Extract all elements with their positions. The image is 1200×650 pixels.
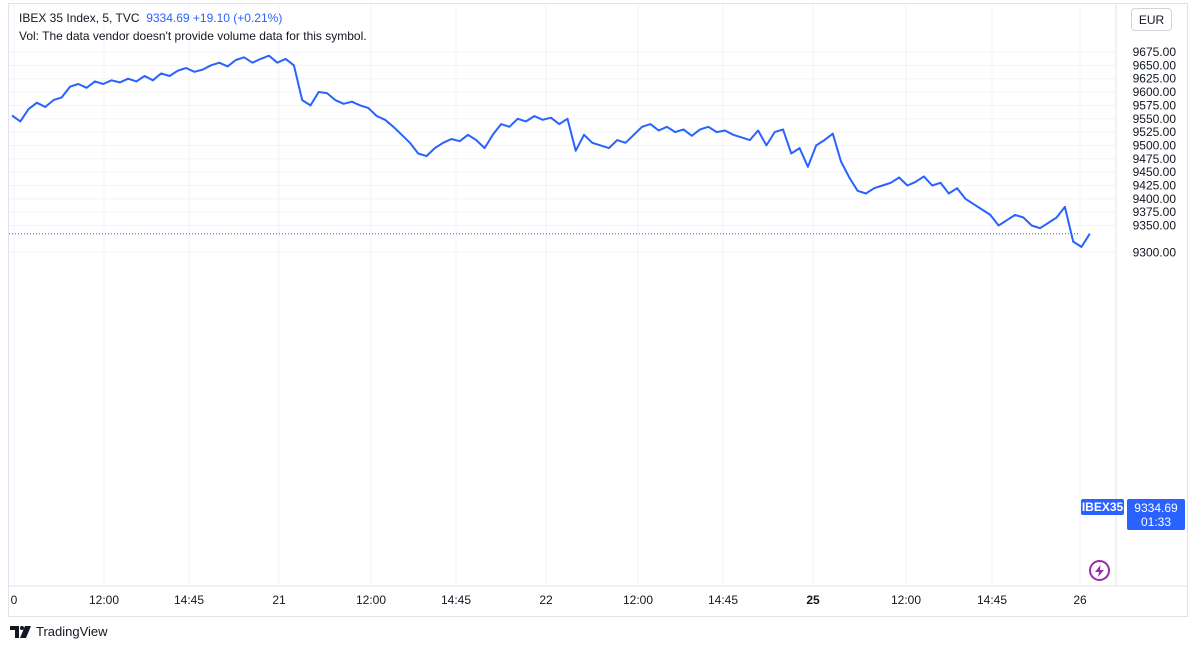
price-axis-tick: 9525.00 [1133,125,1177,139]
price-axis-tick: 9475.00 [1133,152,1177,166]
time-axis-labels: 0 12:00 14:45 21 12:00 14:45 22 12:00 14:45 25 12:… [11,593,1087,607]
price-axis-tick: 9300.00 [1133,245,1177,259]
price-axis-tick: 9375.00 [1133,205,1177,219]
price-axis-tick: 9550.00 [1133,112,1177,126]
price-axis-tick: 9575.00 [1133,98,1177,112]
logo-text: TradingView [36,624,108,639]
alert-bolt-button[interactable] [1089,560,1110,581]
time-axis-tick: 14:45 [174,593,204,607]
chart-frame [8,3,1188,617]
time-axis-tick: 21 [272,593,286,607]
change-value: +19.10 (+0.21%) [192,11,283,25]
lightning-icon [1095,564,1104,577]
tradingview-logo-icon [10,625,31,638]
price-axis-tick: 9450.00 [1133,165,1177,179]
time-axis-tick: 12:00 [89,593,119,607]
price-axis-tick: 9650.00 [1133,58,1177,72]
grid-lines [9,4,1116,586]
time-axis-tick: 14:45 [977,593,1007,607]
time-axis-tick: 12:00 [623,593,653,607]
price-axis-tick: 9350.00 [1133,219,1177,233]
time-axis-tick: 14:45 [708,593,738,607]
price-axis-labels: 9675.009650.009625.009600.009575.009550.… [1133,45,1177,259]
symbol-title[interactable]: IBEX 35 Index, 5, TVC [19,11,140,25]
time-axis-tick: 14:45 [441,593,471,607]
volume-note: Vol: The data vendor doesn't provide vol… [19,29,367,43]
time-axis-tick: 26 [1073,593,1087,607]
price-axis-tick: 9425.00 [1133,179,1177,193]
time-axis-tick: 22 [539,593,553,607]
time-axis-tick: 12:00 [891,593,921,607]
price-axis-tick: 9625.00 [1133,72,1177,86]
price-line-series [11,54,1091,248]
time-axis-tick: 12:00 [356,593,386,607]
last-value: 9334.69 [146,11,190,25]
legend-row[interactable]: IBEX 35 Index, 5, TVC 9334.69 +19.10 (+0… [19,11,282,25]
time-axis-tick: 0 [11,593,18,607]
price-axis-tick: 9675.00 [1133,45,1177,59]
price-axis-tick: 9600.00 [1133,85,1177,99]
bar-countdown: 01:33 [1140,514,1172,529]
currency-button[interactable]: EUR [1131,8,1172,31]
last-price-label: 9334.69 [1134,500,1178,515]
symbol-tag: IBEX35 [1081,499,1124,515]
tradingview-logo[interactable]: TradingView [10,624,108,639]
price-axis-tick: 9400.00 [1133,192,1177,206]
price-axis-tick: 9500.00 [1133,138,1177,152]
time-axis-tick: 25 [806,593,820,607]
last-price-tag: 9334.69 01:33 [1127,499,1185,530]
